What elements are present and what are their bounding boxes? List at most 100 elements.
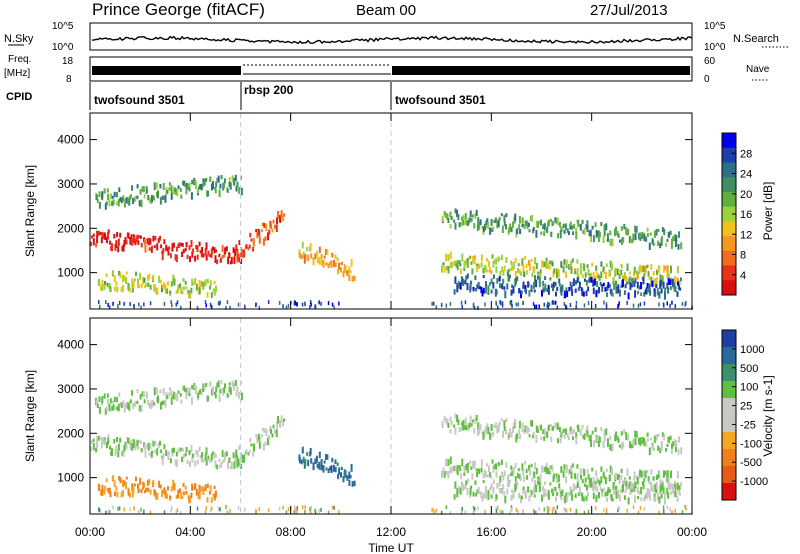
power-ground-cell: [594, 304, 597, 308]
power-cell-7: [599, 281, 602, 286]
velocity-cell-6: [680, 482, 682, 487]
power-cell-5: [519, 229, 522, 235]
power-colorbar-tick-label: 28: [740, 148, 752, 160]
velocity-cell-5: [497, 424, 500, 433]
power-cell-5: [669, 230, 672, 236]
power-cell-0: [186, 254, 189, 260]
velocity-cell-6: [676, 471, 679, 479]
power-cell-2: [107, 193, 110, 201]
power-cell-5: [630, 238, 633, 244]
power-ground-cell: [534, 304, 536, 309]
velocity-cell-5: [606, 443, 609, 447]
velocity-cell-7: [506, 488, 509, 495]
power-cell-6: [541, 260, 544, 268]
power-cell-7: [651, 280, 654, 288]
velocity-cell-7: [511, 489, 514, 493]
velocity-cell-4: [304, 459, 307, 466]
velocity-cell-3: [125, 482, 127, 489]
velocity-cell-0: [140, 447, 143, 453]
power-cell-7: [558, 283, 561, 287]
velocity-cell-5: [490, 424, 493, 431]
power-cell-3: [167, 281, 169, 286]
velocity-cell-6: [473, 460, 476, 465]
velocity-cell-5: [634, 430, 637, 438]
velocity-cell-0: [129, 441, 132, 450]
power-cell-7: [676, 291, 679, 297]
velocity-cell-6: [633, 471, 636, 478]
velocity-cell-6: [650, 481, 653, 490]
power-ground-cell: [643, 301, 646, 306]
power-cell-3: [182, 277, 185, 282]
power-cell-5: [569, 223, 572, 230]
power-cell-5: [674, 234, 676, 241]
velocity-ground-cell: [318, 509, 320, 513]
power-cell-5: [661, 227, 664, 232]
velocity-cell-0: [132, 439, 135, 443]
power-cell-0: [127, 232, 130, 239]
velocity-cell-6: [570, 471, 573, 479]
velocity-ground-cell: [639, 506, 642, 510]
power-cell-3: [212, 288, 215, 293]
power-cell-0: [96, 235, 99, 244]
power-cell-7: [677, 281, 679, 286]
velocity-cell-7: [611, 497, 614, 502]
power-cell-0: [163, 239, 166, 245]
velocity-ground-cell: [287, 507, 290, 512]
velocity-cell-1: [276, 422, 279, 429]
velocity-cell-5: [600, 427, 603, 432]
power-cell-6: [664, 265, 667, 271]
power-cell-7: [498, 276, 501, 282]
velocity-cell-5: [540, 436, 543, 440]
power-cell-6: [626, 263, 629, 271]
power-cell-6: [466, 257, 469, 262]
velocity-cell-6: [648, 480, 651, 485]
power-ground-cell: [285, 305, 288, 310]
velocity-cell-7: [502, 483, 505, 490]
cpid-label: CPID: [6, 91, 32, 103]
power-cell-5: [648, 242, 651, 250]
power-cell-2: [112, 199, 115, 206]
velocity-cell-6: [488, 472, 491, 478]
power-cell-6: [480, 262, 483, 268]
power-cell-4: [333, 259, 335, 267]
velocity-cell-6: [514, 476, 517, 482]
y-tick-label: 3000: [57, 382, 84, 396]
velocity-cell-2: [236, 386, 239, 393]
velocity-cell-5: [542, 429, 545, 435]
power-cell-3: [132, 280, 135, 289]
velocity-cell-4: [353, 480, 356, 487]
power-colorbar-tick-label: 20: [740, 189, 752, 201]
power-cell-2: [184, 183, 187, 188]
velocity-cell-5: [634, 438, 637, 446]
power-cell-3: [198, 279, 201, 288]
velocity-cell-0: [199, 455, 202, 459]
power-cell-4: [318, 246, 321, 254]
velocity-cell-6: [480, 459, 483, 467]
power-cell-0: [224, 247, 227, 255]
power-ground-cell: [237, 302, 240, 307]
power-cell-0: [140, 242, 143, 248]
velocity-cell-6: [545, 466, 548, 474]
power-ground-cell: [497, 305, 499, 310]
velocity-cell-3: [175, 495, 178, 499]
power-cell-1: [262, 238, 265, 246]
power-cell-4: [316, 258, 319, 264]
velocity-ground-cell: [522, 510, 524, 515]
power-ground-cell: [123, 301, 125, 306]
cpid-segment-1: twofsound 3501: [94, 93, 185, 107]
power-cell-5: [492, 226, 495, 231]
velocity-cell-7: [561, 489, 564, 496]
velocity-cell-3: [158, 480, 161, 488]
power-cell-3: [116, 286, 119, 293]
velocity-ground-cell: [547, 510, 549, 515]
power-cell-1: [245, 244, 248, 249]
velocity-cell-3: [113, 480, 116, 487]
velocity-cell-6: [576, 464, 579, 469]
velocity-cell-1: [240, 452, 243, 458]
power-ground-cell: [267, 300, 270, 304]
power-cell-7: [578, 281, 581, 289]
power-cell-1: [253, 238, 256, 247]
power-cell-5: [621, 237, 623, 245]
velocity-colorbar-tick-label: -500: [740, 457, 762, 469]
power-cell-4: [315, 250, 318, 258]
